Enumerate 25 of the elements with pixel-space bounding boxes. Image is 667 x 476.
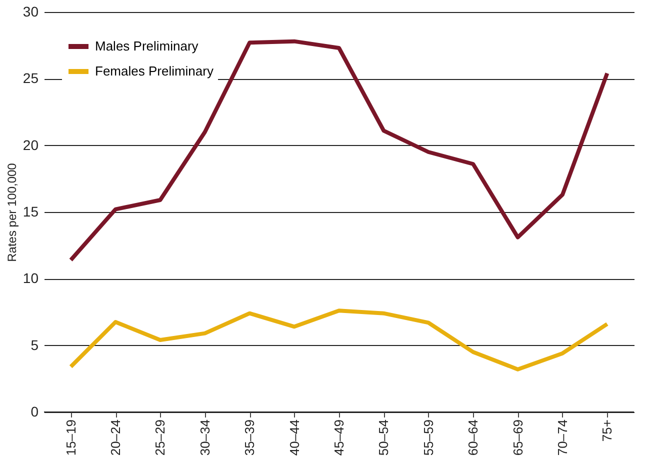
x-tick-label: 35–39 <box>242 420 258 456</box>
y-tick-label: 10 <box>22 270 39 286</box>
x-tick-label: 20–24 <box>108 420 124 456</box>
x-tick-label: 30–34 <box>197 420 212 456</box>
x-tick-label: 75+ <box>600 420 615 442</box>
legend-label: Females Preliminary <box>95 64 214 78</box>
y-tick-label: 15 <box>22 204 39 220</box>
x-tick-label: 70–74 <box>554 420 570 456</box>
legend-label: Males Preliminary <box>95 38 199 54</box>
x-tick-label: 50–54 <box>376 420 392 456</box>
x-tick-label: 15–19 <box>63 420 78 456</box>
y-tick-label: 5 <box>30 336 39 353</box>
y-axis-title: Rates per 100,000 <box>4 162 19 262</box>
y-tick-label: 30 <box>22 4 39 20</box>
y-tick-label: 20 <box>22 136 39 153</box>
x-tick-label: 55–59 <box>420 420 436 456</box>
line-series <box>68 308 610 372</box>
x-tick-label: 40–44 <box>286 420 302 456</box>
x-tick-label: 65–69 <box>510 420 526 456</box>
y-tick-label: 25 <box>22 70 39 86</box>
x-tick-label: 25–29 <box>152 420 168 456</box>
line-series <box>68 39 610 262</box>
x-tick-label: 60–64 <box>466 420 481 456</box>
y-tick-label: 0 <box>30 404 39 420</box>
x-tick-label: 45–49 <box>332 420 346 456</box>
